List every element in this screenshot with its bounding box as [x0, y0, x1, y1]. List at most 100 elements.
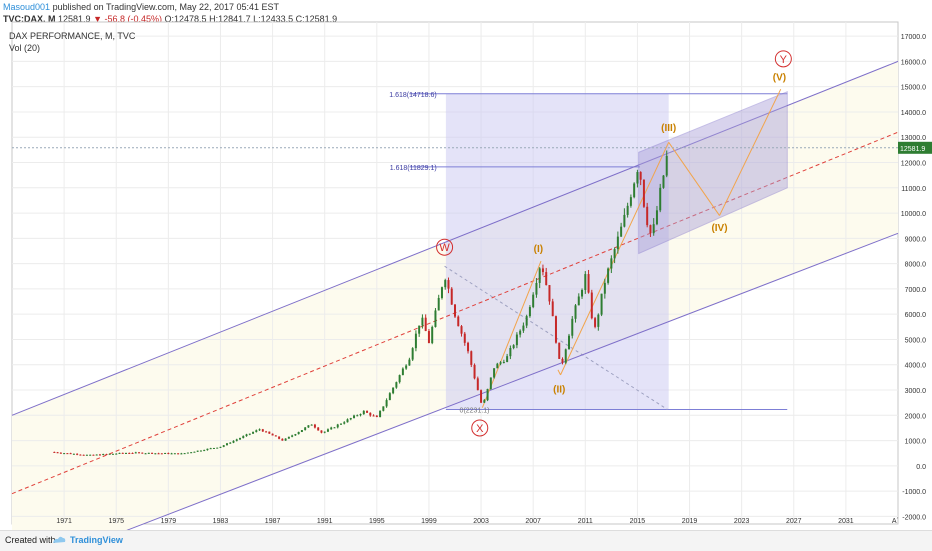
candle-body [138, 452, 141, 454]
candle-body [219, 446, 222, 448]
candle-body [499, 362, 502, 364]
candle-body [633, 183, 636, 198]
y-tick-label: 9000.0 [905, 236, 927, 243]
x-tick-label: 1979 [161, 518, 177, 525]
candle-body [561, 358, 564, 363]
candle-body [431, 326, 434, 344]
candle-body [662, 175, 665, 188]
candle-body [82, 454, 85, 456]
candle-body [620, 226, 623, 237]
candle-body [291, 435, 294, 437]
candle-body [274, 435, 277, 437]
candle-body [105, 454, 108, 456]
y-tick-label: 16000.0 [901, 59, 926, 66]
candle-body [255, 430, 258, 433]
x-tick-label: 2011 [578, 518, 593, 525]
y-tick-label: 4000.0 [905, 363, 927, 370]
candle-body [525, 316, 528, 326]
candle-body [330, 427, 333, 430]
candle-body [414, 333, 417, 349]
y-tick-label: 6000.0 [905, 312, 927, 319]
candle-body [476, 378, 479, 391]
candle-body [76, 453, 79, 455]
candle-body [53, 451, 56, 453]
fib-label-14718: 1.618(14718.6) [389, 92, 436, 99]
candle-body [154, 453, 157, 455]
candle-body [382, 406, 385, 411]
last-price-label: 12581.9 [900, 146, 925, 153]
candle-body [102, 454, 105, 456]
y-tick-label: 17000.0 [901, 34, 926, 41]
candle-body [294, 434, 297, 436]
candle-body [151, 452, 154, 454]
y-tick-label: 11000.0 [901, 186, 926, 193]
author-link[interactable]: Masoud001 [3, 2, 51, 12]
x-tick-label: 2031 [838, 518, 854, 525]
candle-body [284, 438, 287, 441]
x-tick-label: 1975 [108, 518, 124, 525]
candle-body [108, 453, 111, 455]
x-tick-label: 2015 [630, 518, 646, 525]
candle-body [121, 452, 124, 454]
wave-label-4: (V) [773, 72, 786, 83]
wave-label-w: W [439, 242, 450, 254]
candle-body [268, 431, 271, 434]
candle-body [610, 258, 613, 269]
candle-body [463, 333, 466, 343]
wave-label-3: (IV) [711, 223, 727, 234]
candle-body [646, 206, 649, 226]
candle-body [346, 419, 349, 423]
candle-body [131, 452, 134, 454]
candle-body [98, 454, 101, 456]
candle-body [392, 387, 395, 394]
candle-body [541, 268, 544, 273]
last-price-marker [898, 141, 932, 154]
candle-body [421, 317, 424, 326]
candle-body [63, 453, 66, 455]
wave-line [668, 141, 720, 216]
candle-body [372, 415, 375, 417]
candle-body [261, 429, 264, 432]
candle-body [69, 453, 72, 455]
tradingview-brand[interactable]: TradingView [70, 535, 123, 545]
candle-body [395, 382, 398, 388]
wave-line [557, 369, 561, 376]
x-tick-label: 1991 [317, 518, 333, 525]
candle-body [460, 326, 463, 334]
candle-body [405, 365, 408, 369]
candle-body [629, 197, 632, 206]
candle-body [642, 179, 645, 207]
y-tick-label: 2000.0 [905, 413, 927, 420]
candle-body [72, 453, 75, 455]
candle-body [613, 249, 616, 259]
last-price-text: 12581.9 [58, 14, 91, 24]
wave-label-0: (I) [534, 244, 543, 255]
legend-indicator: Vol (20) [9, 43, 41, 53]
candle-body [144, 453, 147, 455]
candle-body [212, 447, 215, 449]
candle-body [258, 429, 261, 431]
candle-body [584, 274, 587, 290]
candle-body [85, 454, 88, 456]
candle-body [467, 342, 470, 352]
candle-body [649, 225, 652, 234]
candle-body [353, 415, 356, 419]
candle-body [424, 317, 427, 332]
candle-body [333, 427, 336, 429]
legend-title: DAX PERFORMANCE, M, TVC [9, 31, 136, 41]
candle-body [115, 453, 118, 455]
candle-body [79, 454, 82, 456]
candle-body [483, 400, 486, 403]
footer-bar: Created with TradingView [0, 530, 932, 551]
candle-body [444, 280, 447, 288]
candle-body [173, 453, 176, 455]
candle-body [437, 297, 440, 311]
candle-body [339, 423, 342, 425]
candle-body [434, 310, 437, 327]
candle-body [418, 325, 421, 334]
candle-body [252, 432, 255, 434]
candle-body [248, 433, 251, 435]
wave-label-1: (II) [553, 385, 565, 396]
candle-body [655, 210, 658, 225]
